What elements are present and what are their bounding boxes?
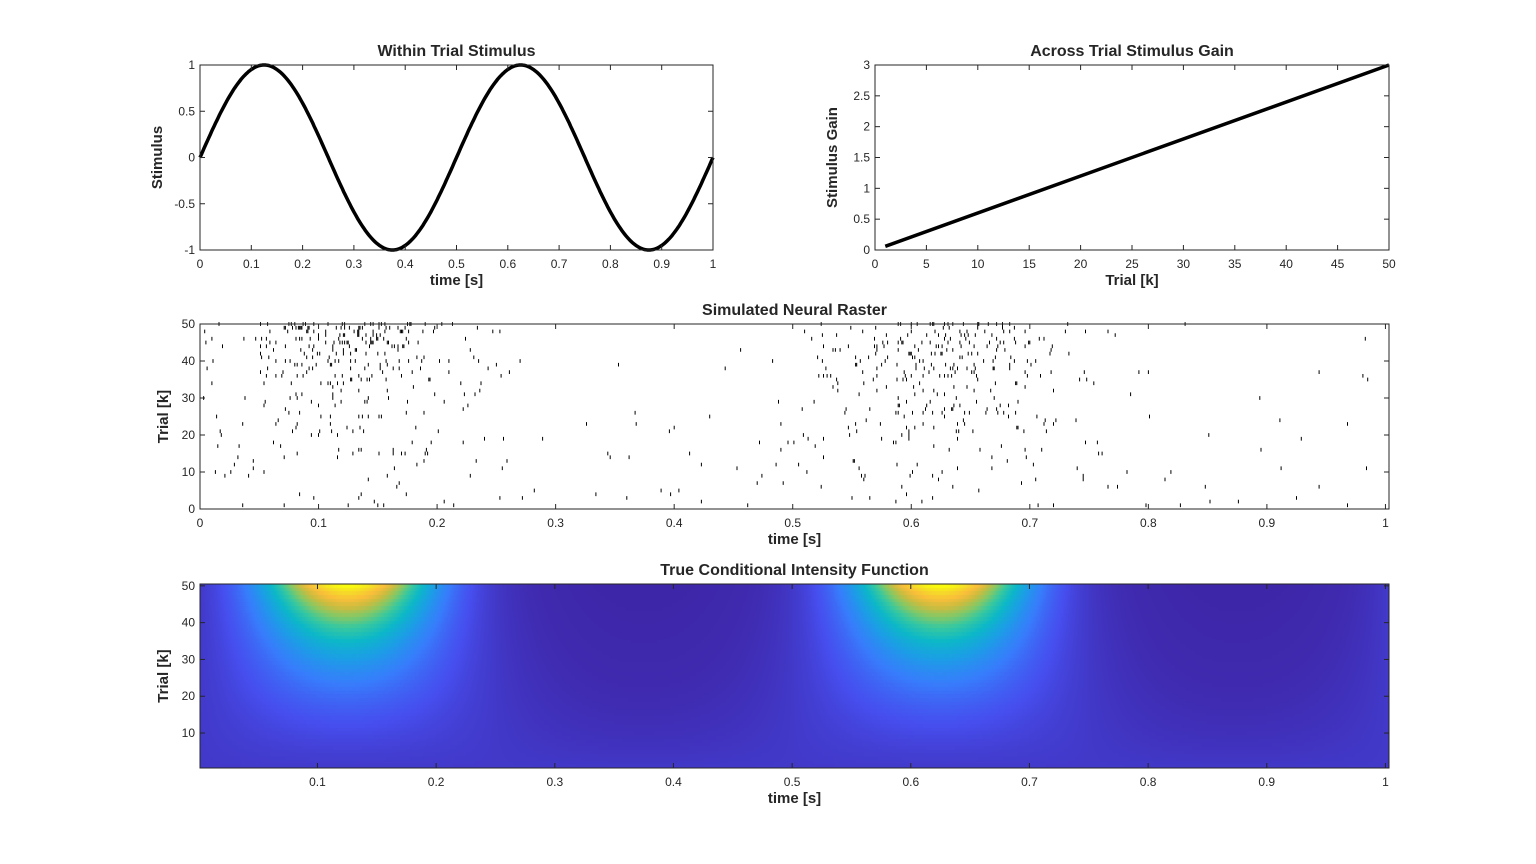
y-tick-label: 20: [182, 428, 196, 442]
y-tick-label: 30: [182, 652, 196, 666]
x-tick-label: 0.7: [1021, 775, 1038, 789]
x-tick-label: 0.6: [903, 516, 920, 530]
x-tick-label: 0: [197, 257, 204, 271]
y-tick-label: 3: [863, 58, 870, 72]
chart-title: True Conditional Intensity Function: [660, 562, 928, 579]
x-tick-label: 0.8: [1140, 516, 1157, 530]
x-tick-label: 0.8: [1140, 775, 1157, 789]
x-tick-label: 0.7: [1021, 516, 1038, 530]
axes-1: 0 0.1 0.2 0.3 0.4 0.5 0.6 0.7 0.8 0.9 1 -1 -0.5 0 0.5 1…: [149, 43, 717, 289]
y-tick-label: 40: [182, 354, 196, 368]
chart-title: Across Trial Stimulus Gain: [1030, 43, 1234, 60]
intensity-heatmap: [200, 584, 1389, 768]
y-tick-label: 20: [182, 689, 196, 703]
x-tick-label: 40: [1280, 257, 1294, 271]
chart-title: Within Trial Stimulus: [377, 43, 535, 60]
x-tick-label: 0: [197, 516, 204, 530]
x-tick-label: 0.2: [429, 516, 446, 530]
x-axis-label: Trial [k]: [1105, 272, 1158, 289]
axes-2: 0 5 10 15 20 25 30 35 40 45 50 0 0.5 1 1.5 2 2.5 3 Across …: [824, 43, 1396, 289]
x-tick-label: 0.2: [294, 257, 311, 271]
y-tick-label: 0: [188, 502, 195, 516]
y-axis-label: Trial [k]: [155, 649, 172, 702]
x-tick-label: 0.5: [448, 257, 465, 271]
y-tick-label: 10: [182, 465, 196, 479]
x-tick-label: 15: [1023, 257, 1037, 271]
y-tick-label: 1.5: [853, 151, 870, 165]
x-tick-label: 1: [710, 257, 717, 271]
spike-marks: [199, 322, 1369, 508]
x-tick-label: 35: [1228, 257, 1242, 271]
axes-box: [199, 583, 1390, 769]
x-tick-label: 0.9: [653, 257, 670, 271]
y-tick-label: 1: [863, 181, 870, 195]
x-tick-label: 0.6: [902, 775, 919, 789]
raster-spikes: [199, 322, 1369, 508]
x-tick-label: 10: [971, 257, 985, 271]
x-tick-label: 0.4: [397, 257, 414, 271]
x-axis-label: time [s]: [430, 272, 483, 289]
y-tick-label: 50: [182, 317, 196, 331]
x-tick-label: 5: [923, 257, 930, 271]
axes-3: 0 0.1 0.2 0.3 0.4 0.5 0.6 0.7 0.8 0.9 101020304050…: [155, 302, 1390, 548]
x-tick-label: 0.1: [310, 516, 327, 530]
x-tick-label: 0: [872, 257, 879, 271]
y-tick-label: 30: [182, 391, 196, 405]
x-tick-label: 0.1: [309, 775, 326, 789]
y-tick-label: 0: [863, 243, 870, 257]
x-tick-label: 30: [1177, 257, 1191, 271]
y-tick-label: 0.5: [853, 212, 870, 226]
x-axis-label: time [s]: [768, 531, 821, 548]
x-tick-label: 0.2: [428, 775, 445, 789]
x-tick-label: 0.4: [665, 775, 682, 789]
x-tick-label: 0.9: [1259, 516, 1276, 530]
y-axis-label: Stimulus Gain: [824, 107, 841, 208]
y-tick-label: 10: [182, 726, 196, 740]
x-tick-label: 0.6: [499, 257, 516, 271]
axes-4: 0.1 0.2 0.3 0.4 0.5 0.6 0.7 0.8 0.9 1 10 20 30 40 50 Tr…: [155, 562, 1390, 807]
y-tick-label: 0.5: [178, 104, 195, 118]
x-tick-label: 0.8: [602, 257, 619, 271]
x-tick-label: 0.7: [551, 257, 568, 271]
stimulus-line: [198, 63, 715, 252]
y-tick-label: -0.5: [174, 197, 195, 211]
y-tick-label: 40: [182, 616, 196, 630]
x-tick-label: 0.3: [547, 516, 564, 530]
x-tick-label: 25: [1125, 257, 1139, 271]
y-tick-label: 2: [863, 120, 870, 134]
gain-line: [884, 63, 1390, 248]
x-tick-label: 0.3: [346, 257, 363, 271]
y-tick-label: 50: [182, 579, 196, 593]
y-tick-label: 0: [188, 151, 195, 165]
x-tick-label: 45: [1331, 257, 1345, 271]
y-axis-label: Trial [k]: [155, 390, 172, 443]
y-tick-label: -1: [184, 243, 195, 257]
chart-title: Simulated Neural Raster: [702, 302, 887, 319]
x-axis-label: time [s]: [768, 790, 821, 807]
y-axis-label: Stimulus: [149, 126, 166, 189]
x-tick-label: 0.9: [1258, 775, 1275, 789]
x-tick-label: 0.5: [784, 516, 801, 530]
x-tick-label: 20: [1074, 257, 1088, 271]
x-tick-label: 0.4: [666, 516, 683, 530]
x-tick-label: 0.5: [784, 775, 801, 789]
x-tick-label: 0.3: [546, 775, 563, 789]
x-tick-label: 1: [1382, 516, 1389, 530]
axes-box: [199, 323, 1390, 510]
x-tick-label: 1: [1382, 775, 1389, 789]
y-tick-label: 1: [188, 58, 195, 72]
x-tick-label: 50: [1382, 257, 1396, 271]
y-tick-label: 2.5: [853, 89, 870, 103]
x-tick-label: 0.1: [243, 257, 260, 271]
